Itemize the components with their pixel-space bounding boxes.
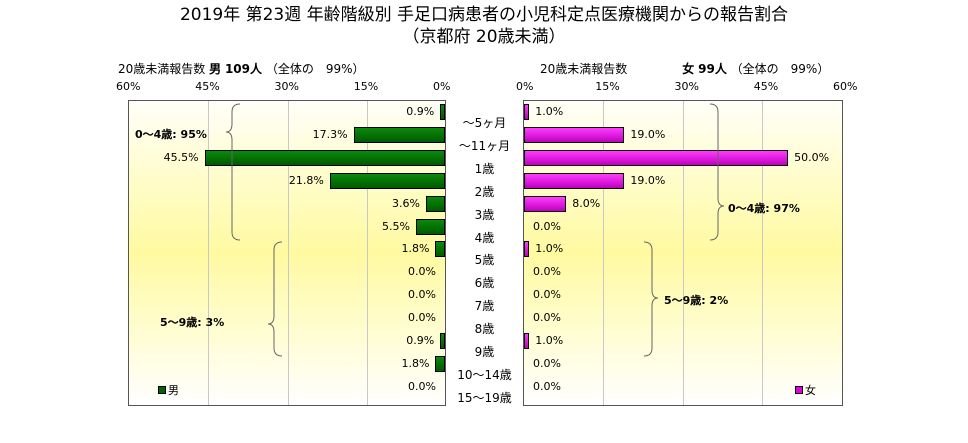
gridline [682, 101, 684, 405]
value-label-male: 1.8% [401, 242, 430, 256]
legend-male: 男 [158, 382, 179, 398]
category-label: 5歳 [474, 253, 495, 268]
bar-female [524, 195, 567, 212]
bar-male [353, 126, 445, 143]
value-label-male: 1.8% [401, 356, 430, 370]
gridline [366, 101, 368, 405]
bar-female [524, 333, 530, 349]
bar-male [425, 195, 445, 212]
gridline [287, 101, 289, 405]
tick-right: 15% [595, 80, 620, 93]
tick-left: 15% [353, 80, 379, 93]
tick-left: 60% [116, 80, 141, 93]
bracket-female-5-9 [643, 241, 659, 357]
value-label-male: 0.9% [406, 105, 435, 118]
tick-left: 45% [195, 80, 220, 93]
tick-left: 30% [274, 80, 299, 93]
value-label-male: 0.0% [408, 265, 436, 279]
value-label-female: 0.0% [533, 311, 561, 325]
category-label: 6歳 [474, 276, 495, 291]
category-label: 15～19歳 [457, 390, 512, 405]
bar-male [204, 149, 445, 166]
value-label-female: 1.0% [535, 334, 564, 347]
bracket-male-5-9 [267, 241, 283, 357]
value-label-male: 17.3% [312, 127, 348, 141]
bracket-male-0-4 [225, 103, 241, 241]
bar-male [435, 355, 445, 372]
value-label-female: 0.0% [533, 356, 561, 370]
gridline [761, 101, 763, 405]
value-label-male: 0.0% [408, 379, 436, 393]
value-label-male: 0.0% [408, 288, 436, 302]
legend-swatch-female [795, 386, 803, 394]
category-label: 1歳 [474, 161, 495, 176]
bar-female [524, 172, 625, 189]
value-label-female: 1.0% [535, 105, 564, 118]
value-label-female: 1.0% [535, 242, 564, 256]
tick-right: 60% [833, 80, 858, 93]
value-label-female: 19.0% [630, 127, 666, 141]
category-label: 7歳 [474, 299, 495, 314]
value-label-female: 50.0% [794, 150, 830, 164]
tick-right: 0% [516, 80, 534, 93]
value-label-male: 21.8% [288, 173, 324, 187]
bar-male [329, 172, 445, 189]
tick-left: 0% [433, 80, 451, 93]
category-label: ～5ヶ月 [462, 116, 507, 130]
value-label-male: 3.6% [392, 196, 420, 210]
annotation-female-5-9: 5～9歳: 2% [664, 294, 729, 307]
bar-male [440, 104, 445, 120]
bar-female [524, 126, 625, 143]
category-label: 8歳 [474, 322, 495, 337]
bar-female [524, 149, 789, 166]
category-label: 2歳 [474, 184, 495, 199]
chart-title: 2019年 第23週 年齢階級別 手足口病患者の小児科定点医療機関からの報告割合… [179, 5, 789, 47]
annotation-male-5-9: 5～9歳: 3% [160, 316, 225, 329]
bar-male [435, 241, 445, 258]
tick-right: 45% [753, 80, 779, 93]
value-label-male: 0.9% [406, 334, 435, 347]
category-label: 3歳 [474, 207, 495, 222]
value-label-male: 45.5% [163, 150, 199, 164]
gridline [603, 101, 605, 405]
value-label-female: 8.0% [572, 196, 601, 210]
bar-female [524, 104, 530, 120]
value-label-male: 0.0% [408, 311, 436, 325]
annotation-male-0-4: 0～4歳: 95% [135, 128, 207, 141]
category-label: ～11ヶ月 [458, 138, 511, 153]
legend-swatch-male [158, 386, 166, 394]
bracket-female-0-4 [709, 103, 725, 241]
value-label-female: 19.0% [630, 173, 666, 187]
value-label-female: 0.0% [533, 219, 561, 233]
gridline [208, 101, 210, 405]
category-label: 10～14歳 [457, 367, 512, 382]
legend-female: 女 [795, 382, 816, 398]
value-label-female: 0.0% [533, 265, 561, 279]
bar-male [440, 333, 445, 349]
bar-male [415, 218, 445, 235]
female-header: 20歳未満報告数女 99人 （全体の 99%） [540, 62, 830, 76]
category-label: 4歳 [474, 230, 495, 245]
annotation-female-0-4: 0～4歳: 97% [728, 202, 800, 215]
male-header: 20歳未満報告数 男 109人 （全体の 99%） [118, 62, 365, 76]
value-label-male: 5.5% [382, 219, 410, 233]
bar-female [524, 241, 530, 258]
tick-right: 30% [674, 80, 699, 93]
value-label-female: 0.0% [533, 288, 561, 302]
category-label: 9歳 [474, 345, 495, 359]
value-label-female: 0.0% [533, 379, 561, 393]
